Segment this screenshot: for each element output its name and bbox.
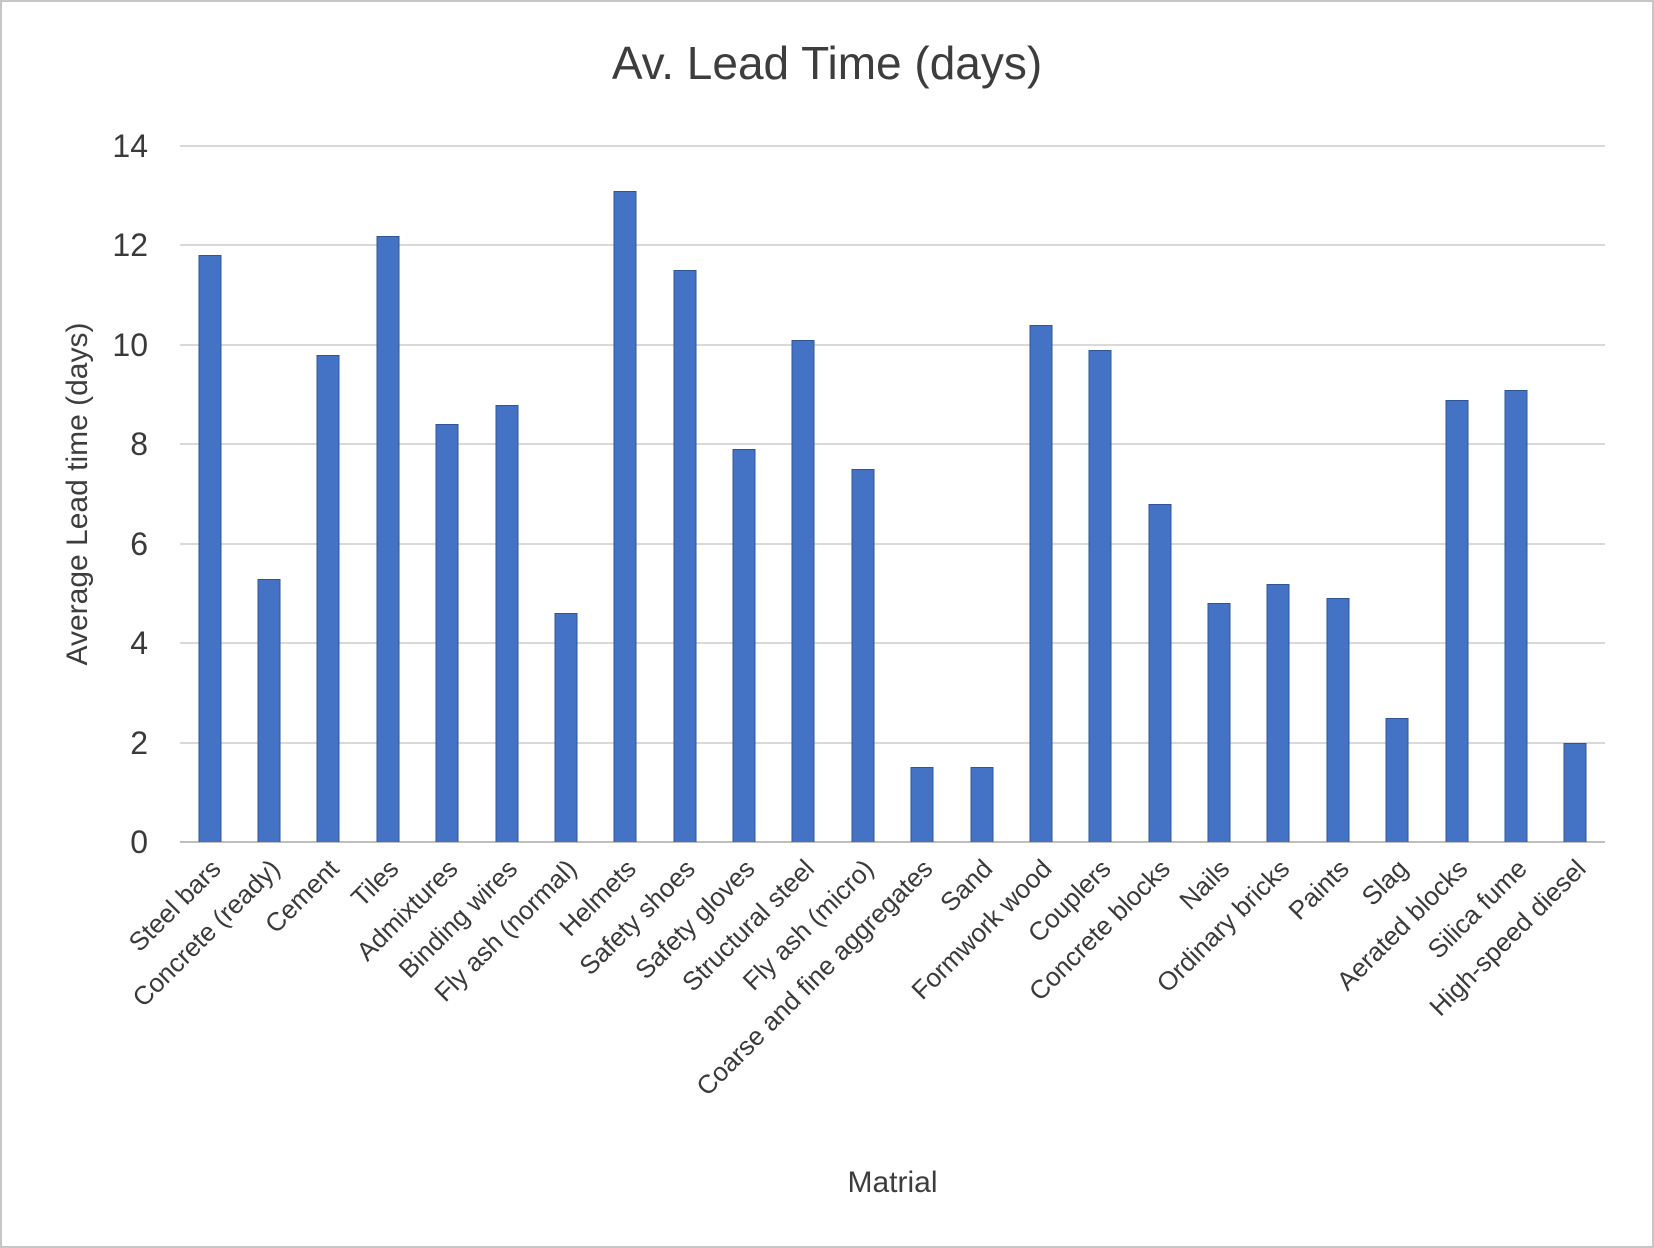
gridline-14: [180, 145, 1605, 147]
bar-fly-ash-normal: [554, 613, 578, 842]
bar-binding-wires: [495, 404, 519, 842]
bar-silica-fume: [1504, 389, 1528, 842]
bar-steel-bars: [198, 255, 222, 842]
bar-aerated-blocks: [1445, 399, 1469, 842]
bar-coarse-and-fine-aggregates: [910, 767, 934, 842]
bar-safety-gloves: [732, 449, 756, 842]
bar-ordinary-bricks: [1266, 583, 1290, 842]
bar-concrete-ready: [257, 578, 281, 842]
y-tick-label-4: 4: [130, 625, 148, 662]
bar-paints: [1326, 598, 1350, 842]
gridline-4: [180, 642, 1605, 645]
y-tick-label-10: 10: [112, 326, 148, 363]
chart-title: Av. Lead Time (days): [611, 37, 1043, 89]
bar-high-speed-diesel: [1563, 742, 1587, 842]
y-tick-label-8: 8: [130, 426, 148, 463]
gridline-8: [180, 443, 1605, 446]
bar-couplers: [1088, 349, 1112, 842]
bar-admixtures: [435, 424, 459, 842]
bar-nails: [1207, 603, 1231, 842]
bar-sand: [970, 767, 994, 842]
bar-helmets: [613, 190, 637, 842]
x-category-label-paints: Paints: [1282, 853, 1355, 926]
x-axis-title: Matrial: [847, 1166, 938, 1199]
x-axis-category-labels: Steel bars Concrete (ready) Cement Tiles Adm…: [122, 842, 1605, 1162]
gridline-2: [180, 741, 1605, 744]
y-tick-label-6: 6: [130, 525, 148, 562]
bar-formwork-wood: [1029, 324, 1053, 842]
y-tick-label-12: 12: [112, 227, 148, 264]
bar-structural-steel: [791, 339, 815, 842]
bar-fly-ash-micro: [851, 469, 875, 842]
gridline-10: [180, 343, 1605, 346]
bar-tiles: [376, 235, 400, 842]
plot-area: [180, 145, 1605, 843]
y-tick-label-14: 14: [112, 128, 148, 164]
gridline-12: [180, 244, 1605, 247]
y-axis-tick-labels: 0 2 4 6 8 10 12 14: [96, 130, 148, 858]
bar-slag: [1385, 717, 1409, 842]
bar-cement: [316, 354, 340, 842]
bar-concrete-blocks: [1148, 503, 1172, 842]
x-axis-line: [180, 841, 1605, 843]
y-axis-title: Average Lead time (days): [61, 322, 94, 666]
gridline-6: [180, 542, 1605, 545]
bar-safety-shoes: [673, 270, 697, 842]
y-tick-label-0: 0: [130, 824, 148, 860]
y-tick-label-2: 2: [130, 724, 148, 761]
